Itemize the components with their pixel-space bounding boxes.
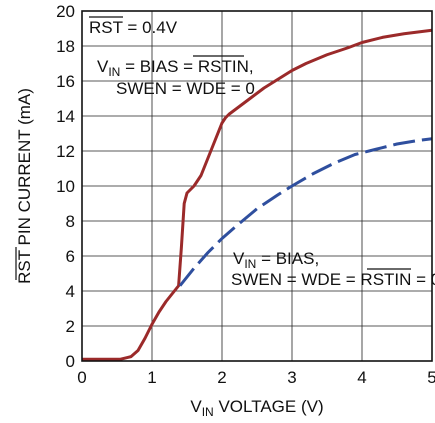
y-tick-label: 18 — [56, 37, 75, 56]
annotation-dashed-pre: SWEN = WDE = — [231, 270, 360, 289]
y-tick-label: 8 — [66, 212, 75, 231]
y-axis-label-rest: PIN CURRENT (mA) — [15, 88, 34, 250]
y-tick-label: 16 — [56, 72, 75, 91]
dashed-series-line — [178, 137, 433, 287]
y-tick-label: 20 — [56, 2, 75, 21]
y-tick-label: 6 — [66, 247, 75, 266]
y-axis-label-bar-text: RST — [15, 250, 34, 284]
x-axis-label-rest: VOLTAGE (V) — [214, 397, 324, 416]
y-tick-label: 12 — [56, 142, 75, 161]
y-tick-label: 10 — [56, 177, 75, 196]
x-tick-label: 4 — [357, 368, 366, 387]
annotation-dashed-sub: IN — [244, 257, 256, 271]
annotation-rst-rest: = 0.4V — [123, 18, 178, 37]
annotation-dashed-rest: = 0 — [411, 270, 435, 289]
annotation-solid-line-2: SWEN = WDE = 0 — [116, 79, 255, 98]
x-axis-label-v: V — [190, 397, 202, 416]
x-axis-label: VIN VOLTAGE (V) — [190, 397, 323, 419]
x-tick-label: 3 — [287, 368, 296, 387]
svg-text:RST PIN CURRENT (mA): RST PIN CURRENT (mA) — [15, 88, 34, 284]
annotation-dashed-v: V — [233, 249, 245, 268]
annotation-solid-sub: IN — [108, 65, 120, 79]
x-axis-label-sub: IN — [202, 405, 214, 419]
annotation-solid-mid: = BIAS = — [120, 57, 198, 76]
x-tick-label: 0 — [77, 368, 86, 387]
x-tick-label: 2 — [217, 368, 226, 387]
annotation-solid-line-1: VIN = BIAS = RSTIN, — [97, 57, 254, 79]
y-tick-label: 4 — [66, 282, 75, 301]
annotation-dashed-rest: = BIAS, — [256, 249, 319, 268]
solid-series-line — [82, 28, 433, 361]
y-axis-label: RST PIN CURRENT (mA) — [15, 88, 34, 284]
annotation-solid-bar-text: RSTIN — [198, 57, 249, 76]
annotation-dashed-bar-text: RSTIN — [360, 270, 411, 289]
annotation-solid-v: V — [97, 57, 109, 76]
x-tick-label: 5 — [427, 368, 435, 387]
y-tick-label: 14 — [56, 107, 75, 126]
annotation-rst-bar-text: RST — [89, 18, 123, 37]
plot-frame — [81, 10, 433, 362]
y-tick-label: 0 — [66, 352, 75, 371]
annotation-rst-condition: RST = 0.4V — [89, 18, 178, 37]
annotation-solid-rest: , — [249, 57, 254, 76]
x-tick-label: 1 — [147, 368, 156, 387]
y-tick-label: 2 — [66, 317, 75, 336]
annotation-dashed-line-1: VIN = BIAS, — [233, 249, 319, 271]
annotation-dashed-line-2: SWEN = WDE = RSTIN = 0 — [231, 270, 435, 289]
series-layer — [82, 28, 433, 361]
